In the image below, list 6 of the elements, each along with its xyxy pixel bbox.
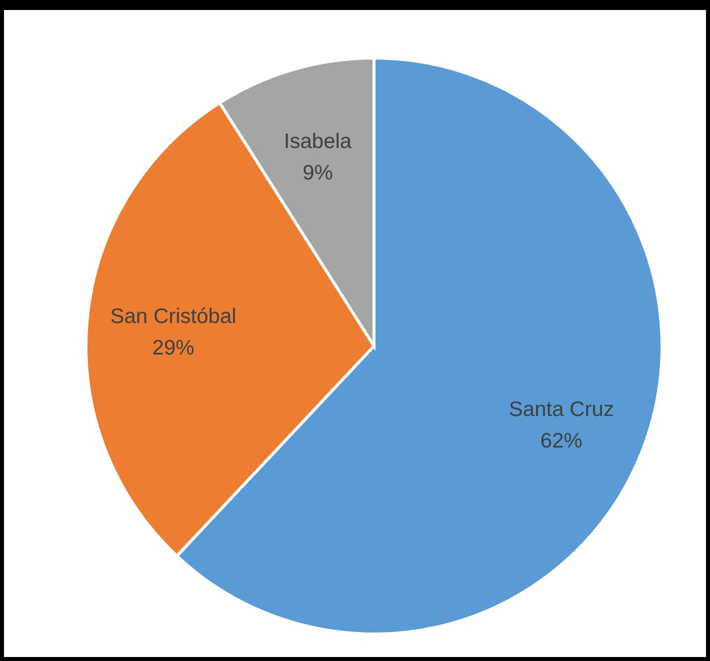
data-label: 62% bbox=[540, 430, 582, 453]
slice-label: San Cristóbal bbox=[110, 304, 236, 328]
slice-label: Isabela bbox=[284, 130, 352, 154]
data-label: 29% bbox=[152, 336, 194, 360]
data-label: 9% bbox=[302, 162, 333, 185]
slice-label: Santa Cruz bbox=[508, 398, 614, 422]
